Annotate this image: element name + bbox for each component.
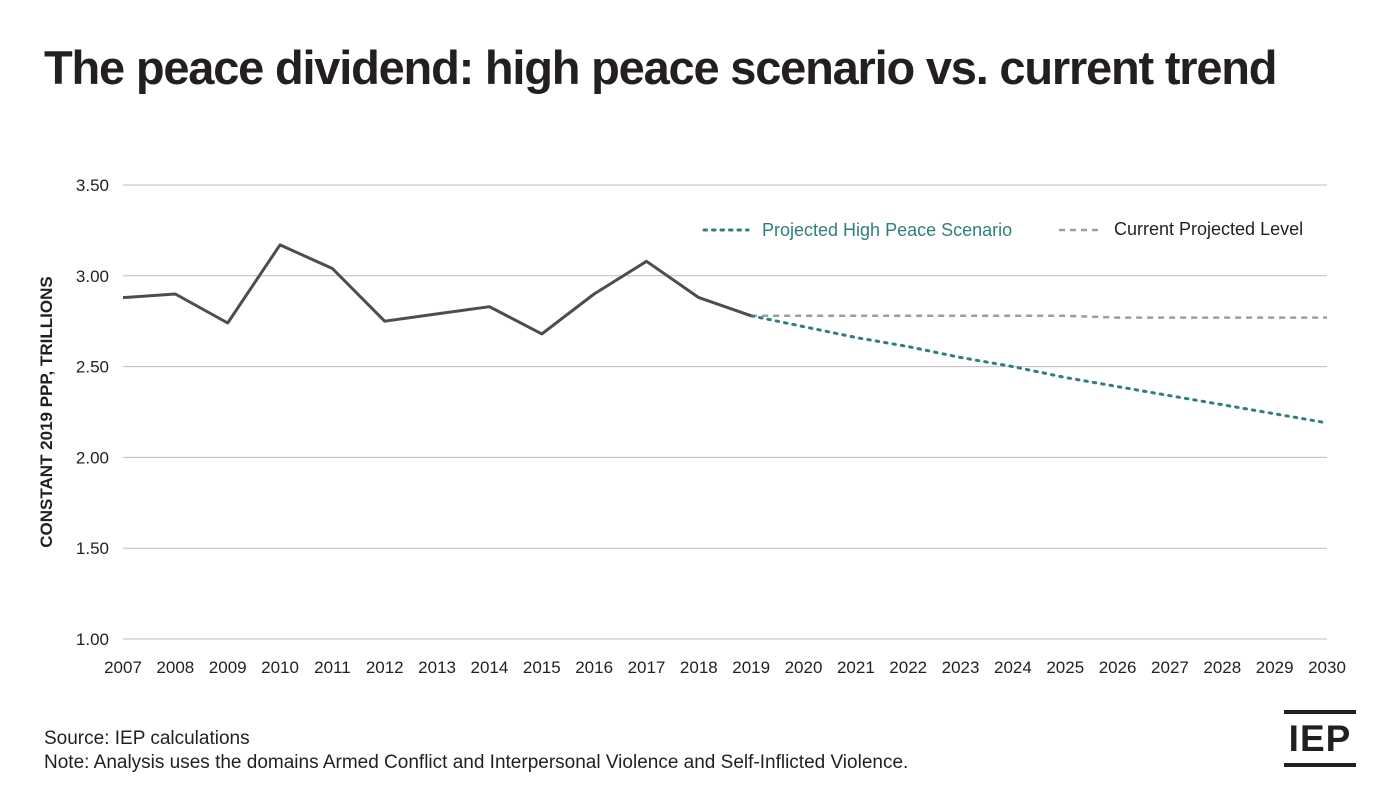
x-tick-label: 2007 bbox=[104, 658, 142, 677]
y-tick-label: 1.00 bbox=[76, 630, 109, 649]
logo-text: IEP bbox=[1288, 718, 1352, 759]
x-tick-label: 2029 bbox=[1256, 658, 1294, 677]
iep-logo: IEP bbox=[1284, 710, 1356, 767]
series-line-dashed bbox=[751, 314, 1327, 319]
x-tick-label: 2020 bbox=[785, 658, 823, 677]
series-line-solid bbox=[122, 243, 752, 336]
y-axis-label: CONSTANT 2019 PPP, TRILLIONS bbox=[37, 276, 56, 547]
legend-label-high-peace: Projected High Peace Scenario bbox=[762, 220, 1012, 240]
y-tick-label: 2.00 bbox=[76, 448, 109, 467]
x-tick-label: 2030 bbox=[1308, 658, 1346, 677]
x-tick-label: 2012 bbox=[366, 658, 404, 677]
x-tick-label: 2008 bbox=[156, 658, 194, 677]
series-lines bbox=[122, 243, 1329, 425]
x-tick-label: 2013 bbox=[418, 658, 456, 677]
chart-title: The peace dividend: high peace scenario … bbox=[44, 41, 1278, 94]
x-tick-label: 2023 bbox=[942, 658, 980, 677]
x-tick-label: 2018 bbox=[680, 658, 718, 677]
source-text: Source: IEP calculations bbox=[44, 728, 250, 749]
logo-top-bar bbox=[1284, 710, 1356, 714]
x-tick-label: 2010 bbox=[261, 658, 299, 677]
x-tick-label: 2017 bbox=[628, 658, 666, 677]
legend-label-current: Current Projected Level bbox=[1114, 219, 1303, 239]
note-text: Note: Analysis uses the domains Armed Co… bbox=[44, 752, 909, 773]
y-tick-label: 2.50 bbox=[76, 358, 109, 377]
x-tick-label: 2009 bbox=[209, 658, 247, 677]
y-tick-label: 3.50 bbox=[76, 176, 109, 195]
y-axis-tick-labels: 1.00 1.50 2.00 2.50 3.00 3.50 bbox=[76, 176, 109, 649]
y-tick-label: 3.00 bbox=[76, 267, 109, 286]
x-tick-label: 2027 bbox=[1151, 658, 1189, 677]
source-note: Source: IEP calculations Note: Analysis … bbox=[44, 727, 908, 775]
x-tick-label: 2021 bbox=[837, 658, 875, 677]
x-tick-label: 2015 bbox=[523, 658, 561, 677]
x-tick-label: 2024 bbox=[994, 658, 1032, 677]
x-tick-label: 2019 bbox=[732, 658, 770, 677]
x-tick-label: 2025 bbox=[1046, 658, 1084, 677]
series-line-dotted bbox=[749, 314, 1329, 425]
x-tick-label: 2011 bbox=[314, 658, 351, 677]
x-tick-label: 2016 bbox=[575, 658, 613, 677]
x-tick-label: 2014 bbox=[471, 658, 509, 677]
x-tick-label: 2026 bbox=[1099, 658, 1137, 677]
logo-bottom-bar bbox=[1284, 763, 1356, 767]
y-tick-label: 1.50 bbox=[76, 539, 109, 558]
legend: Projected High Peace Scenario Current Pr… bbox=[702, 219, 1303, 240]
gridlines bbox=[123, 184, 1327, 640]
x-tick-label: 2022 bbox=[889, 658, 927, 677]
x-tick-label: 2028 bbox=[1203, 658, 1241, 677]
x-axis-tick-labels: 2007 2008 2009 2010 2011 2012 2013 2014 2015 2016… bbox=[104, 658, 1346, 677]
